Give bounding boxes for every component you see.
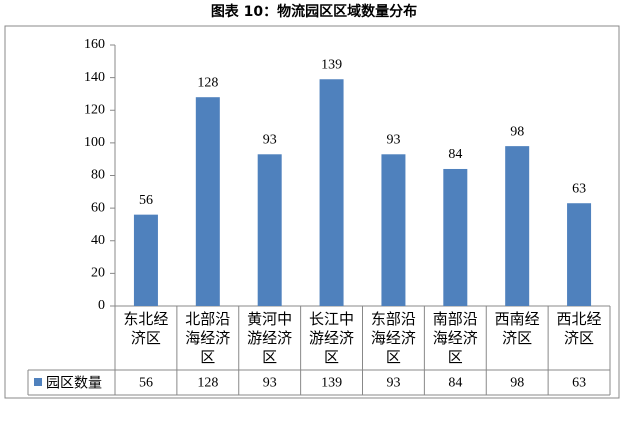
y-tick-label: 120 [84, 102, 105, 117]
x-tick-label: 西北经济区 [556, 310, 602, 347]
x-tick-label: 西南经济区 [494, 310, 540, 347]
table-value: 128 [197, 376, 218, 391]
y-tick-label: 100 [84, 135, 105, 150]
table-value: 93 [263, 376, 277, 391]
y-tick-label: 20 [91, 266, 105, 281]
y-tick-label: 40 [91, 233, 105, 248]
bar [567, 203, 592, 306]
table-value: 63 [572, 376, 586, 391]
x-tick-label: 北部沿海经济区 [185, 310, 231, 366]
x-tick-label: 东部沿海经济区 [370, 310, 416, 366]
bar [443, 168, 468, 306]
table-value: 98 [510, 376, 524, 391]
table-value: 84 [448, 376, 462, 391]
value-label: 84 [448, 147, 462, 162]
value-label: 139 [321, 57, 342, 72]
bar [257, 154, 282, 306]
legend-label: 园区数量 [46, 376, 102, 392]
table-value: 139 [321, 376, 342, 391]
x-tick-label: 长江中游经济区 [309, 310, 355, 366]
table-value: 93 [386, 376, 400, 391]
value-label: 56 [139, 193, 153, 208]
value-label: 128 [197, 75, 218, 90]
bar [195, 97, 220, 306]
bar [381, 154, 406, 306]
y-tick-label: 80 [91, 168, 105, 183]
chart-border [4, 25, 620, 399]
chart-title: 图表 10：物流园区区域数量分布 [211, 3, 417, 20]
x-tick-label: 南部沿海经济区 [432, 310, 478, 366]
y-tick-label: 60 [91, 200, 105, 215]
table-value: 56 [139, 376, 153, 391]
bar [133, 214, 158, 306]
bar [319, 79, 344, 306]
y-tick-label: 0 [98, 298, 105, 313]
legend-swatch [34, 378, 42, 386]
value-label: 93 [386, 133, 400, 148]
value-label: 98 [510, 124, 524, 139]
value-label: 63 [572, 181, 586, 196]
bar [505, 146, 530, 306]
x-tick-label: 东北经济区 [123, 310, 169, 347]
y-tick-label: 160 [84, 37, 105, 52]
x-tick-label: 黄河中游经济区 [247, 310, 293, 366]
y-tick-label: 140 [84, 70, 105, 85]
value-label: 93 [263, 133, 277, 148]
